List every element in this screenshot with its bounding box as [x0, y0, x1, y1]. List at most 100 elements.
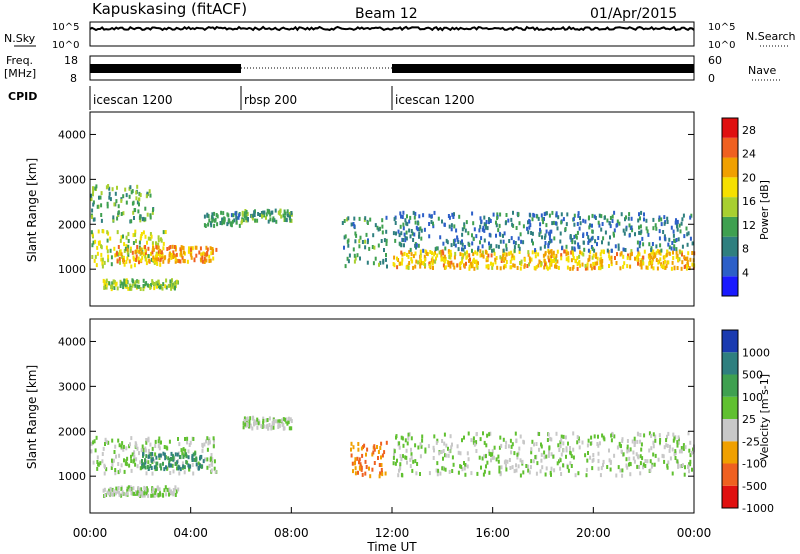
- x-tick-label-2: 08:00: [274, 526, 309, 540]
- velocity-colorbar-tick-5: -100: [742, 458, 767, 471]
- velocity-ytick-label-1: 2000: [58, 425, 86, 438]
- nave-label: Nave: [748, 64, 776, 77]
- velocity-colorbar-swatch-2: [722, 441, 738, 464]
- velocity-ytick-label-2: 3000: [58, 380, 86, 393]
- station-title: Kapuskasing (fitACF): [92, 0, 247, 18]
- freq-ytick-right-bottom: 0: [708, 72, 715, 85]
- cpid-segments: icescan 1200 rbsp 200 icescan 1200: [89, 86, 474, 110]
- power-echo-region-3: [102, 278, 179, 292]
- velocity-colorbar-tick-7: -1000: [742, 502, 774, 515]
- velocity-echo-region-2: [102, 485, 180, 498]
- power-colorbar: 4 8 12 16 20 24 28: [721, 117, 756, 297]
- velocity-colorbar-tick-2: 100: [742, 391, 763, 404]
- velocity-colorbar-swatch-5: [722, 374, 738, 397]
- date-title: 01/Apr/2015: [590, 6, 677, 22]
- power-colorbar-swatch-1: [722, 256, 738, 277]
- velocity-colorbar-tick-0: 1000: [742, 346, 770, 359]
- x-tick-label-5: 20:00: [576, 526, 611, 540]
- velocity-colorbar-tick-6: -500: [742, 480, 767, 493]
- power-colorbar-frame: [721, 117, 739, 297]
- noise-panel-frame: [89, 21, 695, 47]
- velocity-colorbar-tick-3: 25: [742, 413, 756, 426]
- x-axis-label: Time UT: [366, 540, 417, 554]
- power-echo-region-6: [341, 215, 388, 269]
- power-colorbar-swatch-0: [722, 276, 738, 296]
- power-colorbar-tick-3: 16: [742, 195, 756, 208]
- noise-left-label: N.Sky: [4, 32, 36, 45]
- freq-ytick-right-top: 60: [708, 54, 722, 67]
- freq-label-line2: [MHz]: [4, 67, 36, 80]
- power-colorbar-tick-0: 4: [742, 266, 749, 279]
- x-axis-ticks: 00:00 04:00 08:00 12:00 16:00 20:00 00:00: [73, 507, 712, 540]
- power-plot-area: [90, 112, 694, 306]
- freq-segment-2: [392, 64, 694, 73]
- power-ytick-label-0: 1000: [58, 263, 86, 276]
- power-echo-region-8: [392, 210, 694, 253]
- power-colorbar-swatch-8: [722, 118, 738, 138]
- velocity-ytick-label-0: 1000: [58, 470, 86, 483]
- freq-ytick-left-top: 18: [64, 54, 78, 67]
- freq-ytick-left-bottom: 8: [70, 72, 77, 85]
- noise-right-label: N.Search: [746, 30, 796, 43]
- velocity-colorbar-swatch-1: [722, 463, 738, 486]
- velocity-ylabel: Slant Range [km]: [25, 365, 39, 469]
- power-colorbar-label: Power [dB]: [758, 180, 771, 240]
- noise-sky-line: [89, 25, 695, 32]
- power-ytick-label-2: 3000: [58, 173, 86, 186]
- velocity-colorbar-label: Velocity [m s-1]: [758, 374, 771, 460]
- power-ylabel: Slant Range [km]: [25, 158, 39, 262]
- power-colorbar-swatch-3: [722, 216, 738, 237]
- power-colorbar-swatch-6: [722, 157, 738, 178]
- noise-ytick-left-bottom: 10^0: [52, 40, 79, 51]
- velocity-panel: 1000 2000 3000 4000: [58, 318, 695, 514]
- power-colorbar-swatch-2: [722, 236, 738, 257]
- power-echo-region-4: [203, 210, 243, 228]
- x-tick-label-1: 04:00: [173, 526, 208, 540]
- power-frame: [89, 111, 695, 307]
- velocity-colorbar-swatch-3: [722, 419, 738, 442]
- power-echo-region-5: [241, 208, 293, 224]
- freq-trace: [90, 64, 694, 73]
- velocity-colorbar-swatch-0: [722, 485, 738, 508]
- x-tick-label-3: 12:00: [375, 526, 410, 540]
- velocity-echo-region-5: [392, 431, 695, 478]
- freq-label-line1: Freq.: [6, 54, 33, 67]
- velocity-colorbar-swatch-4: [722, 396, 738, 419]
- x-tick-label-6: 00:00: [677, 526, 712, 540]
- noise-ytick-right-bottom: 10^0: [708, 40, 735, 51]
- velocity-colorbar-swatch-6: [722, 352, 738, 375]
- freq-segment-0: [90, 64, 241, 73]
- power-ytick-label-1: 2000: [58, 218, 86, 231]
- cpid-segment-label-0: icescan 1200: [93, 93, 172, 107]
- velocity-plot-area: [90, 319, 694, 513]
- power-echo-region-7: [392, 249, 696, 271]
- power-ytick-label-3: 4000: [58, 128, 86, 141]
- velocity-echo-region-4: [350, 440, 388, 479]
- velocity-ytick-label-3: 4000: [58, 335, 86, 348]
- power-echo-region-1: [115, 244, 218, 265]
- power-echo-region-0: [90, 229, 167, 269]
- velocity-colorbar: 1000 500 100 25 -25 -100 -500 -1000: [721, 329, 774, 515]
- x-tick-label-4: 16:00: [475, 526, 510, 540]
- velocity-colorbar-swatch-7: [722, 330, 738, 353]
- power-colorbar-tick-5: 24: [742, 148, 756, 161]
- noise-trace: [89, 25, 695, 32]
- x-tick-label-0: 00:00: [73, 526, 108, 540]
- velocity-colorbar-tick-4: -25: [742, 435, 760, 448]
- velocity-colorbar-tick-1: 500: [742, 369, 763, 382]
- power-colorbar-tick-4: 20: [742, 171, 756, 184]
- power-colorbar-swatch-7: [722, 137, 738, 158]
- power-colorbar-swatch-4: [722, 197, 738, 217]
- noise-ytick-right-top: 10^5: [708, 22, 735, 33]
- velocity-colorbar-frame: [721, 329, 739, 509]
- velocity-echo-region-1: [141, 451, 205, 472]
- cpid-segment-label-1: rbsp 200: [244, 93, 297, 107]
- power-colorbar-swatch-5: [722, 177, 738, 198]
- power-panel: 1000 2000 3000 4000: [58, 111, 696, 307]
- beam-title: Beam 12: [355, 6, 418, 22]
- power-colorbar-tick-1: 8: [742, 243, 749, 256]
- cpid-segment-label-2: icescan 1200: [395, 93, 474, 107]
- noise-ytick-left-top: 10^5: [52, 22, 79, 33]
- power-echo-region-2: [90, 184, 155, 224]
